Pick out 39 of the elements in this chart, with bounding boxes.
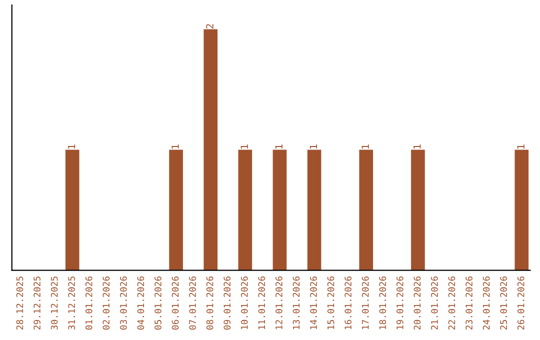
x-tick-label: 22.01.2026 — [448, 276, 456, 330]
x-tick-label: 12.01.2026 — [276, 276, 282, 330]
data-label: 1 — [275, 144, 282, 149]
x-tick-label: 07.01.2026 — [189, 276, 196, 330]
data-label: 1 — [517, 144, 524, 149]
x-tick-label: 23.01.2026 — [466, 276, 472, 330]
data-label: 1 — [362, 144, 369, 149]
data-label: 1 — [172, 144, 179, 149]
x-tick-label: 03.01.2026 — [120, 276, 127, 330]
x-tick-label: 31.12.2025 — [68, 276, 76, 330]
x-tick-label: 24.01.2026 — [482, 276, 490, 330]
data-label: 1 — [68, 144, 76, 149]
x-tick-label: 13.01.2026 — [292, 276, 300, 330]
x-tick-label: 14.01.2026 — [310, 276, 317, 330]
x-tick-label: 08.01.2026 — [206, 276, 214, 330]
x-tick-label: 05.01.2026 — [154, 276, 162, 330]
x-tick-label: 11.01.2026 — [258, 276, 266, 330]
x-tick-label: 28.12.2025 — [16, 276, 24, 330]
x-tick-label: 04.01.2026 — [137, 276, 144, 330]
x-tick-label: 10.01.2026 — [240, 276, 248, 330]
x-tick-label: 29.12.2025 — [34, 276, 40, 330]
x-tick-label: 25.01.2026 — [500, 276, 508, 330]
x-tick-label: 19.01.2026 — [396, 276, 404, 330]
x-tick-label: 18.01.2026 — [379, 276, 386, 330]
x-tick-label: 06.01.2026 — [172, 276, 179, 330]
x-tick-label: 16.01.2026 — [344, 276, 352, 330]
x-tick-label: 26.01.2026 — [517, 276, 524, 330]
x-tick-label: 09.01.2026 — [224, 276, 231, 330]
data-label: 1 — [414, 144, 421, 149]
data-label: 2 — [206, 24, 214, 28]
x-tick-label: 15.01.2026 — [327, 276, 334, 330]
x-tick-label: 01.01.2026 — [85, 276, 92, 330]
x-tick-label: 30.12.2025 — [50, 276, 58, 330]
data-label: 1 — [240, 144, 248, 149]
x-tick-label: 02.01.2026 — [102, 276, 110, 330]
x-tick-label: 21.01.2026 — [431, 276, 438, 330]
data-label: 1 — [310, 144, 317, 149]
x-tick-label: 20.01.2026 — [414, 276, 421, 330]
x-tick-label: 17.01.2026 — [362, 276, 369, 330]
